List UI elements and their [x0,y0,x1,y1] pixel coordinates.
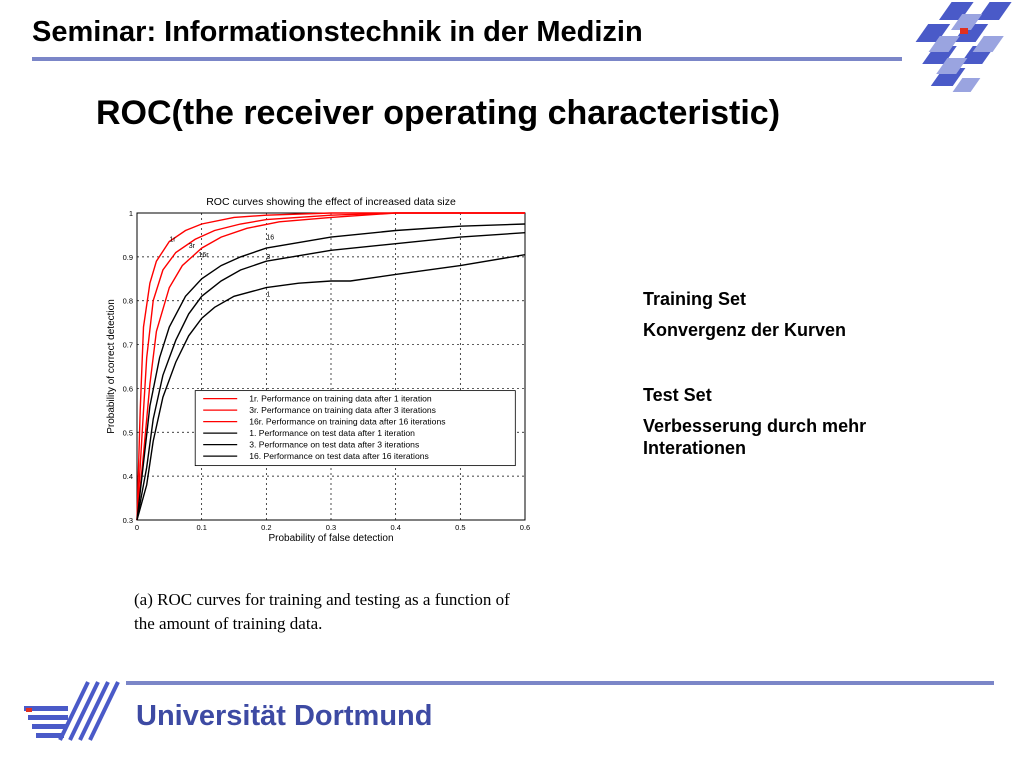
side-notes: Training Set Konvergenz der Kurven Test … [643,288,973,468]
series-label: 16 [266,234,274,241]
header-title: Seminar: Informationstechnik in der Medi… [32,16,643,48]
series-label: 3r [189,243,196,250]
x-tick-label: 0.1 [196,523,206,532]
legend-entry: 16r. Performance on training data after … [249,417,445,427]
y-axis-label: Probability of correct detection [106,299,117,434]
series-line [136,254,526,521]
y-tick-label: 0.9 [123,253,133,262]
y-tick-label: 1 [129,209,133,218]
y-tick-label: 0.6 [123,384,133,393]
series-label: 16r [198,252,209,259]
x-tick-label: 0.2 [261,523,271,532]
chart-title: ROC curves showing the effect of increas… [206,196,456,208]
series-label: 3 [266,254,270,261]
legend-entry: 1. Performance on test data after 1 iter… [249,428,415,438]
figure-caption: (a) ROC curves for training and testing … [134,590,510,633]
roc-chart-svg: ROC curves showing the effect of increas… [106,196,530,544]
x-tick-label: 0.4 [390,523,400,532]
slide-title: ROC(the receiver operating characteristi… [96,94,781,132]
series-line [136,212,525,521]
x-tick-label: 0 [135,523,139,532]
series-line [136,212,525,521]
test-set-text: Verbesserung durch mehr Interationen [643,416,867,458]
series-label: 1r [169,237,176,244]
legend-entry: 1r. Performance on training data after 1… [249,394,432,404]
university-logo-bottom [24,681,120,741]
x-tick-label: 0.6 [520,523,530,532]
legend-entry: 3r. Performance on training data after 3… [249,405,436,415]
series-line [136,223,526,521]
footer-divider [126,681,994,685]
legend-entry: 3. Performance on test data after 3 iter… [249,440,419,450]
y-tick-label: 0.7 [123,341,133,350]
university-name: Universität Dortmund [136,700,433,732]
legend-entry: 16. Performance on test data after 16 it… [249,451,429,461]
y-tick-label: 0.3 [123,516,133,525]
legend-box [194,390,516,467]
series-label: 1 [266,291,270,298]
training-set-text: Konvergenz der Kurven [643,320,847,340]
series-line [136,212,525,521]
y-tick-label: 0.4 [123,472,133,481]
y-tick-label: 0.5 [123,428,133,437]
x-tick-label: 0.3 [326,523,336,532]
university-logo-top [915,2,1012,92]
test-set-heading: Test Set [643,385,712,405]
roc-chart: ROC curves showing the effect of increas… [100,188,540,553]
training-set-heading: Training Set [643,289,747,309]
x-axis-label: Probability of false detection [268,533,393,544]
series-line [136,232,526,521]
header-divider [32,57,902,61]
y-tick-label: 0.8 [123,297,133,306]
x-tick-label: 0.5 [455,523,465,532]
